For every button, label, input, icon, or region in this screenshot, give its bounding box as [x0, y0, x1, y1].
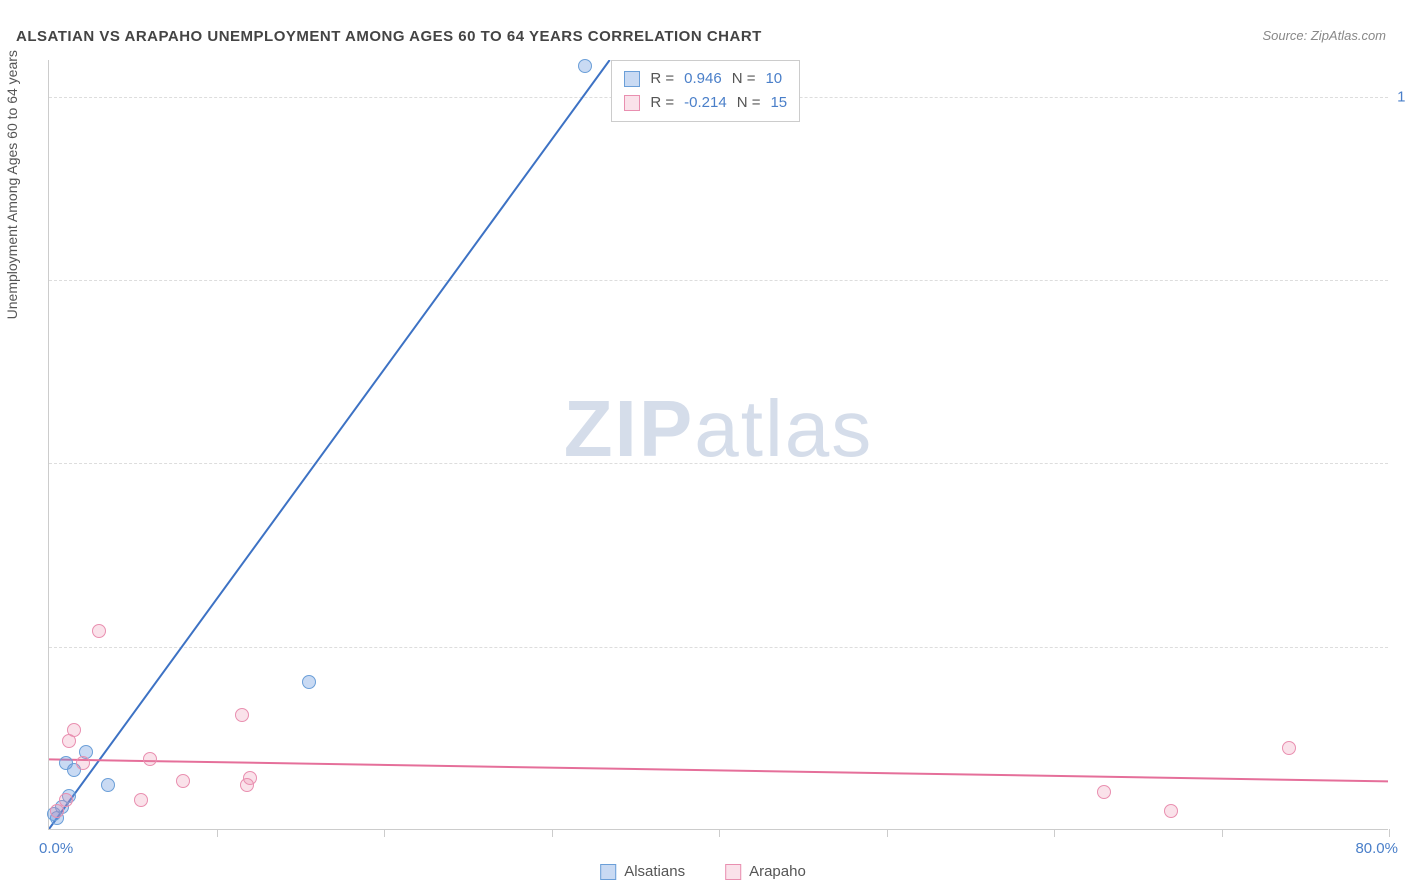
data-point: [92, 624, 106, 638]
x-tick: [887, 829, 888, 837]
legend-row-arapaho: R = -0.214 N = 15: [624, 91, 787, 115]
data-point: [176, 774, 190, 788]
source-label: Source: ZipAtlas.com: [1262, 28, 1386, 43]
watermark-bold: ZIP: [564, 384, 694, 473]
data-point: [578, 59, 592, 73]
data-point: [1282, 741, 1296, 755]
trendline: [49, 60, 610, 829]
x-tick: [1054, 829, 1055, 837]
y-tick-label: 100.0%: [1397, 88, 1406, 105]
x-tick: [217, 829, 218, 837]
plot-area: ZIPatlas 25.0%50.0%75.0%100.0% R = 0.946…: [48, 60, 1388, 830]
data-point: [59, 756, 73, 770]
watermark-light: atlas: [694, 384, 873, 473]
legend-item-arapaho: Arapaho: [725, 863, 806, 880]
legend-label-arapaho: Arapaho: [749, 863, 806, 880]
r-label: R =: [650, 91, 674, 115]
data-point: [1164, 804, 1178, 818]
x-tick: [719, 829, 720, 837]
r-value-alsatians: 0.946: [684, 67, 722, 91]
data-point: [134, 793, 148, 807]
n-label: N =: [737, 91, 761, 115]
chart-title: ALSATIAN VS ARAPAHO UNEMPLOYMENT AMONG A…: [16, 28, 762, 45]
legend-swatch-pink: [624, 95, 640, 111]
gridline-h: [49, 463, 1388, 464]
x-tick: [552, 829, 553, 837]
gridline-h: [49, 647, 1388, 648]
x-tick: [1389, 829, 1390, 837]
x-axis-max-label: 80.0%: [1355, 840, 1398, 857]
r-label: R =: [650, 67, 674, 91]
legend-swatch-blue: [624, 71, 640, 87]
data-point: [1097, 785, 1111, 799]
data-point: [243, 771, 257, 785]
trendlines-svg: [49, 60, 1388, 829]
legend-swatch-blue: [600, 864, 616, 880]
x-tick: [1222, 829, 1223, 837]
legend-item-alsatians: Alsatians: [600, 863, 685, 880]
n-value-arapaho: 15: [770, 91, 787, 115]
legend-swatch-pink: [725, 864, 741, 880]
data-point: [67, 723, 81, 737]
y-axis-label: Unemployment Among Ages 60 to 64 years: [4, 50, 20, 319]
legend-label-alsatians: Alsatians: [624, 863, 685, 880]
r-value-arapaho: -0.214: [684, 91, 727, 115]
data-point: [101, 778, 115, 792]
gridline-h: [49, 280, 1388, 281]
legend-bottom: Alsatians Arapaho: [600, 863, 806, 880]
n-label: N =: [732, 67, 756, 91]
data-point: [235, 708, 249, 722]
legend-row-alsatians: R = 0.946 N = 10: [624, 67, 787, 91]
data-point: [59, 793, 73, 807]
watermark: ZIPatlas: [564, 383, 873, 475]
n-value-alsatians: 10: [765, 67, 782, 91]
legend-correlation-box: R = 0.946 N = 10 R = -0.214 N = 15: [611, 60, 800, 122]
data-point: [143, 752, 157, 766]
data-point: [76, 756, 90, 770]
data-point: [302, 675, 316, 689]
x-axis-min-label: 0.0%: [39, 840, 73, 857]
x-tick: [384, 829, 385, 837]
